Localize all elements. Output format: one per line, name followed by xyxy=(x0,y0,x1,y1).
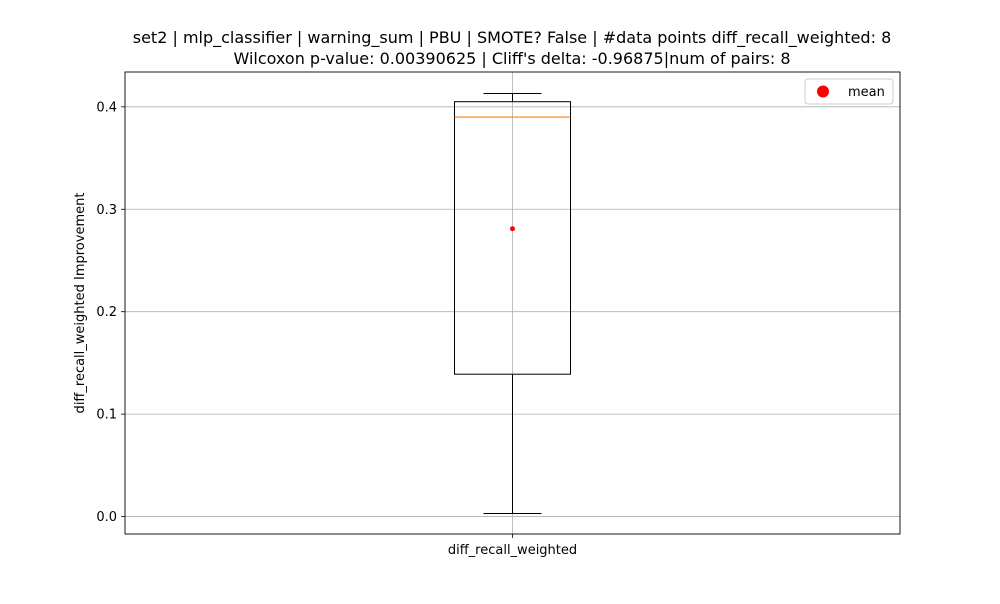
chart-title-line-1: set2 | mlp_classifier | warning_sum | PB… xyxy=(133,28,892,48)
y-tick-label-4: 0.4 xyxy=(96,100,117,115)
legend-box xyxy=(804,78,894,105)
chart-title-line-2: Wilcoxon p-value: 0.00390625 | Cliff's d… xyxy=(233,49,790,68)
plot-area xyxy=(454,93,571,515)
y-tick-label-0: 0.0 xyxy=(96,510,117,525)
y-tick-label-1: 0.1 xyxy=(96,408,117,423)
y-tick-label-3: 0.3 xyxy=(96,203,117,218)
grid-lines xyxy=(125,72,900,534)
y-tick-label-2: 0.2 xyxy=(96,305,117,320)
legend-mean-label: mean xyxy=(848,85,885,100)
legend-mean-marker xyxy=(817,85,829,98)
legend: mean xyxy=(804,78,894,105)
axes: 0.0 0.1 0.2 0.3 0.4 diff_recall_weighted xyxy=(96,71,901,558)
iqr-box xyxy=(454,101,571,375)
x-tick-label-0: diff_recall_weighted xyxy=(448,543,577,558)
y-axis-label: diff_recall_weighted Improvement xyxy=(73,193,88,414)
mean-marker xyxy=(510,226,515,232)
